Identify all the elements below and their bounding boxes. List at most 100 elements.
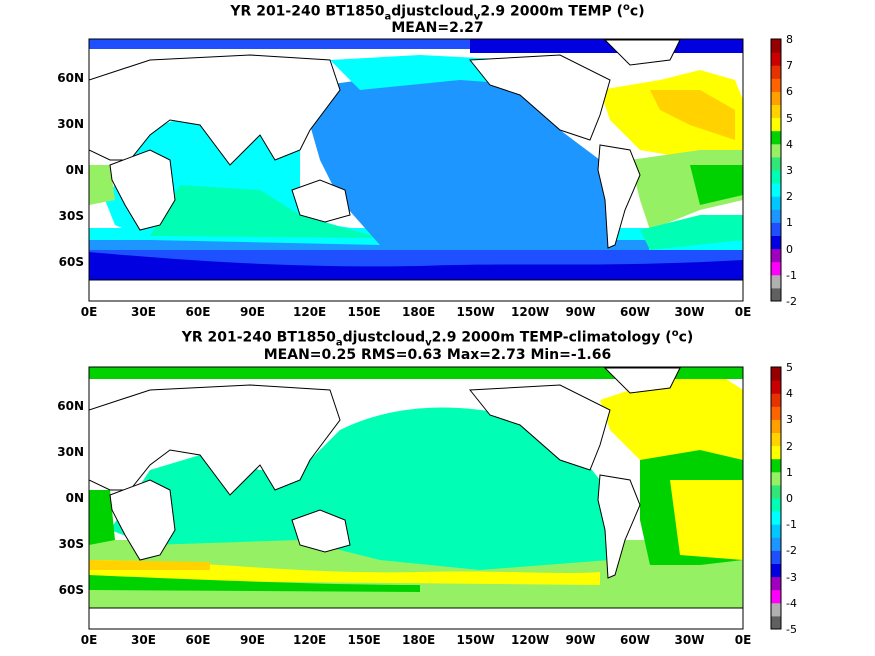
xtick: 0E bbox=[80, 305, 98, 319]
xtick: 120W bbox=[511, 305, 550, 319]
xtick: 60E bbox=[185, 633, 211, 647]
panel1-title: YR 201-240 BT1850adjustcloudv2.9 2000m T… bbox=[230, 2, 645, 23]
colorbar-label: -1 bbox=[786, 268, 797, 282]
xtick: 0E bbox=[734, 633, 752, 647]
colorbar-swatch bbox=[771, 39, 781, 53]
xtick: 120E bbox=[293, 633, 327, 647]
colorbar-swatch bbox=[771, 170, 781, 184]
colorbar-label: 2 bbox=[786, 439, 793, 453]
colorbar-label: 7 bbox=[786, 59, 793, 73]
xtick: 150W bbox=[456, 305, 495, 319]
panel2-colorbar bbox=[770, 366, 782, 630]
colorbar-swatch bbox=[771, 550, 781, 564]
xtick: 90E bbox=[240, 633, 265, 647]
ytick: 30N bbox=[57, 117, 84, 131]
panel2-frame bbox=[88, 366, 744, 630]
colorbar-label: 1 bbox=[786, 465, 793, 479]
colorbar-swatch bbox=[771, 419, 781, 433]
ytick: 60S bbox=[58, 583, 84, 597]
xtick: 180E bbox=[402, 633, 436, 647]
colorbar-swatch bbox=[771, 445, 781, 460]
colorbar-label: -4 bbox=[786, 596, 797, 610]
colorbar-label: 5 bbox=[786, 361, 793, 374]
colorbar-swatch bbox=[771, 615, 781, 630]
xtick: 90W bbox=[565, 305, 596, 319]
ytick: 0N bbox=[65, 491, 84, 505]
colorbar-label: 2 bbox=[786, 190, 793, 204]
xtick: 0E bbox=[734, 305, 752, 319]
ytick: 60N bbox=[57, 71, 84, 85]
xtick: 30W bbox=[674, 633, 705, 647]
colorbar-label: 3 bbox=[786, 164, 793, 177]
xtick: 30W bbox=[674, 305, 705, 319]
ytick: 0N bbox=[65, 163, 84, 177]
panel2-title: YR 201-240 BT1850adjustcloudv2.9 2000m T… bbox=[181, 328, 694, 349]
colorbar-swatch bbox=[771, 183, 781, 197]
xtick: 150E bbox=[347, 633, 381, 647]
colorbar-swatch bbox=[771, 209, 781, 223]
colorbar-swatch bbox=[771, 393, 781, 407]
colorbar-swatch bbox=[771, 406, 781, 420]
xtick: 60W bbox=[620, 305, 650, 319]
colorbar-swatch bbox=[771, 432, 781, 447]
colorbar-label: 6 bbox=[786, 85, 793, 99]
panel1-map bbox=[89, 39, 743, 301]
colorbar-label: 3 bbox=[786, 413, 793, 427]
xtick: 90E bbox=[240, 305, 265, 319]
colorbar-swatch bbox=[771, 248, 781, 263]
xtick: 30E bbox=[131, 633, 156, 647]
colorbar-swatch bbox=[771, 524, 781, 538]
colorbar-swatch bbox=[771, 498, 781, 512]
panel2-stats: MEAN=0.25 RMS=0.63 Max=2.73 Min=-1.66 bbox=[263, 347, 612, 363]
colorbar-swatch bbox=[771, 602, 781, 617]
colorbar-swatch bbox=[771, 484, 781, 499]
colorbar-label: 1 bbox=[786, 216, 793, 230]
colorbar-label: -2 bbox=[786, 544, 797, 558]
colorbar-swatch bbox=[771, 589, 781, 604]
colorbar-swatch bbox=[771, 78, 781, 92]
xtick: 60W bbox=[620, 633, 650, 647]
colorbar-swatch bbox=[771, 261, 781, 276]
colorbar-label: 5 bbox=[786, 111, 793, 125]
colorbar-swatch bbox=[771, 91, 781, 105]
xtick: 60E bbox=[185, 305, 211, 319]
colorbar-swatch bbox=[771, 156, 781, 171]
xtick: 150W bbox=[456, 633, 495, 647]
panel2-map bbox=[89, 367, 743, 629]
colorbar-label: -5 bbox=[786, 623, 797, 636]
colorbar-label: 0 bbox=[786, 242, 793, 256]
panel1-colorbar bbox=[770, 38, 782, 302]
colorbar-swatch bbox=[771, 196, 781, 210]
colorbar-swatch bbox=[771, 458, 781, 473]
colorbar-swatch bbox=[771, 222, 781, 236]
colorbar-swatch bbox=[771, 130, 781, 145]
panel1-frame bbox=[88, 38, 744, 302]
colorbar-label: 4 bbox=[786, 387, 793, 401]
xtick: 30E bbox=[131, 305, 156, 319]
colorbar-swatch bbox=[771, 65, 781, 79]
colorbar-label: -3 bbox=[786, 570, 797, 584]
colorbar-swatch bbox=[771, 274, 781, 289]
colorbar-label: -1 bbox=[786, 518, 797, 532]
colorbar-swatch bbox=[771, 511, 781, 525]
colorbar-swatch bbox=[771, 143, 781, 158]
colorbar-label: 8 bbox=[786, 33, 793, 46]
colorbar-label: 0 bbox=[786, 492, 793, 505]
ytick: 30S bbox=[58, 537, 84, 551]
colorbar-swatch bbox=[771, 104, 781, 119]
colorbar-swatch bbox=[771, 367, 781, 381]
colorbar-label: 4 bbox=[786, 137, 793, 151]
colorbar-swatch bbox=[771, 117, 781, 132]
colorbar-label: -2 bbox=[786, 295, 797, 308]
ytick: 30N bbox=[57, 445, 84, 459]
ytick: 60N bbox=[57, 399, 84, 413]
ytick: 60S bbox=[58, 255, 84, 269]
xtick: 0E bbox=[80, 633, 98, 647]
colorbar-swatch bbox=[771, 235, 781, 250]
xtick: 150E bbox=[347, 305, 381, 319]
colorbar-swatch bbox=[771, 380, 781, 394]
xtick: 120E bbox=[293, 305, 327, 319]
colorbar-swatch bbox=[771, 537, 781, 551]
xtick: 180E bbox=[402, 305, 436, 319]
colorbar-swatch bbox=[771, 471, 781, 486]
